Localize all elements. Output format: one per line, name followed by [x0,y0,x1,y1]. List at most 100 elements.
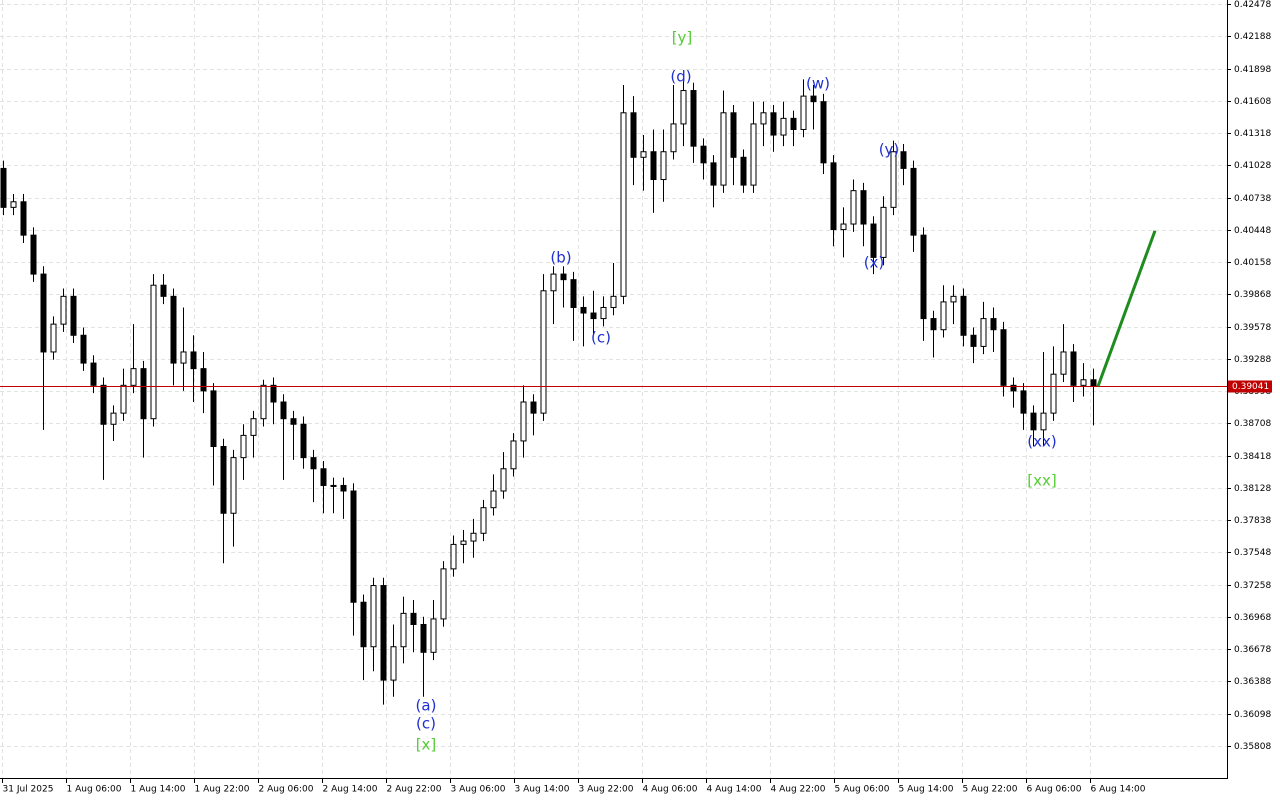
candle-body [820,101,827,164]
wave-label: (w) [806,75,830,93]
y-tick-label: 0.37838 [1234,516,1271,526]
candle-body [250,418,257,436]
candle-body [1070,351,1077,386]
x-tick-label: 1 Aug 22:00 [195,785,250,795]
y-tick-label: 0.39868 [1234,290,1271,300]
candle-body [490,490,497,509]
candle-body [610,295,617,308]
candle-body [990,318,997,331]
x-tick-label: 31 Jul 2025 [3,785,54,795]
candle-body [580,306,587,314]
candle-body [750,123,757,186]
forecast-line [1096,230,1157,387]
candle-body [800,95,807,130]
current-price-label: 0.39041 [1232,382,1269,392]
candle-body [280,401,287,420]
candle-body [1030,412,1037,431]
candle-body [500,468,507,492]
x-tick-label: 4 Aug 06:00 [643,785,698,795]
wave-label: (c) [416,715,436,733]
y-tick-label: 0.37548 [1234,548,1271,558]
candle-body [890,151,897,208]
candle-body [310,457,317,470]
candle-body [200,368,207,392]
y-tick-label: 0.42478 [1234,0,1271,10]
candle-body [680,90,687,125]
candle-body [230,457,237,514]
x-tick-label: 1 Aug 06:00 [67,785,122,795]
grid-layer [0,0,1227,778]
wave-label: (b) [550,249,571,267]
candle-body [650,151,657,181]
x-tick-label: 4 Aug 14:00 [707,785,762,795]
candle-body [540,290,547,414]
x-tick-label: 2 Aug 14:00 [323,785,378,795]
candle-body [460,540,467,545]
y-tick-label: 0.41318 [1234,129,1271,139]
current-price-box [1228,380,1272,393]
wave-label: [xx] [1027,472,1056,490]
candle-body [440,568,447,620]
candle-body [390,646,397,681]
candle-body [80,334,87,364]
y-tick-label: 0.40448 [1234,226,1271,236]
candle-body [510,440,517,470]
wave-label: (c) [591,329,611,347]
x-tick-label: 6 Aug 06:00 [1027,785,1082,795]
candle-body [110,412,117,425]
candle-body [620,112,627,297]
candle-body [700,145,707,164]
y-tick-label: 0.39288 [1234,355,1271,365]
candle-body [220,446,227,514]
candle-body [690,90,697,147]
candle-body [470,532,477,542]
candle-body [270,384,277,403]
candle-body [70,295,77,336]
candle-body [320,468,327,486]
y-tick-label: 0.39578 [1234,323,1271,333]
candle-body [130,368,137,386]
candle-body [1050,373,1057,414]
candle-body [400,612,407,648]
candle-body [60,295,67,325]
candle-body [90,362,97,386]
candle-body [520,401,527,442]
candle-body [210,390,217,448]
x-tick-label: 3 Aug 22:00 [579,785,634,795]
wave-label: (x) [864,254,885,272]
candle-body [730,112,737,158]
candle-body [1090,379,1097,387]
candle-body [30,234,37,275]
y-tick-label: 0.36388 [1234,677,1271,687]
candle-body [360,601,367,648]
candle-body [980,318,987,347]
y-tick-label: 0.37258 [1234,581,1271,591]
candle-body [150,284,157,420]
candle-body [910,167,917,236]
candle-body [530,401,537,414]
candle-body [590,312,597,320]
candle-body [780,117,787,136]
x-tick-label: 5 Aug 06:00 [835,785,890,795]
candle-body [920,234,927,320]
candle-body [180,351,187,364]
candle-body [640,151,647,158]
x-tick-label: 2 Aug 22:00 [387,785,442,795]
candle-body [720,112,727,186]
candle-body [240,434,247,459]
candle-body [40,273,47,353]
candle-body [20,201,27,236]
candle-body [100,384,107,425]
candle-body [770,112,777,136]
candle-body [410,612,417,625]
candle-body [570,279,577,308]
candle-body [170,295,177,364]
y-tick-label: 0.41028 [1234,161,1271,171]
y-tick-label: 0.36678 [1234,645,1271,655]
y-tick-label: 0.36098 [1234,710,1271,720]
candle-body [420,623,427,653]
y-tick-label: 0.40158 [1234,258,1271,268]
candle-body [260,384,267,420]
